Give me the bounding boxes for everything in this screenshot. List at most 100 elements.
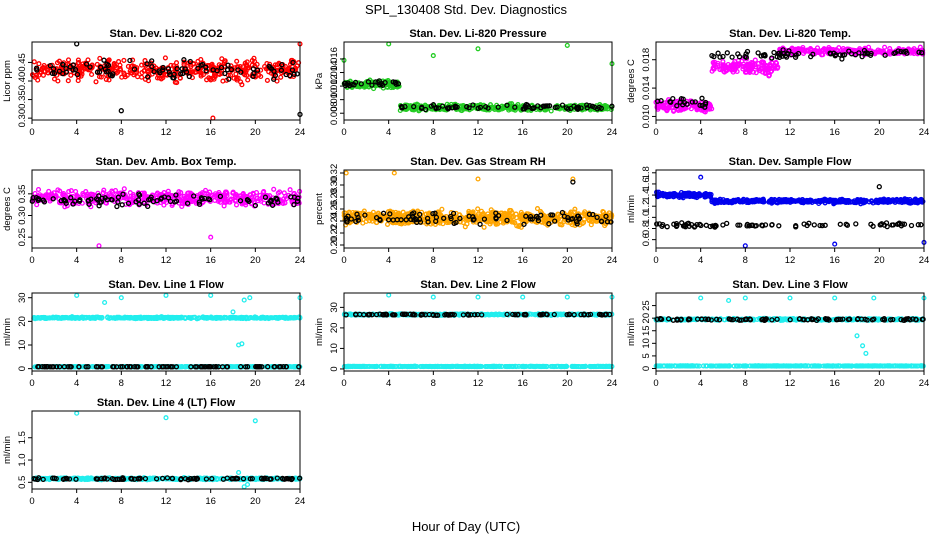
- y-axis-label: degrees C: [2, 187, 13, 231]
- x-tick-label: 8: [119, 378, 124, 389]
- data-point: [36, 78, 40, 82]
- data-point: [288, 188, 292, 192]
- data-point: [885, 221, 889, 225]
- data-point: [583, 217, 587, 221]
- panel-title: Stan. Dev. Line 1 Flow: [108, 279, 224, 291]
- x-tick-label: 12: [785, 127, 796, 138]
- data-point: [140, 63, 144, 67]
- y-axis-label: percent: [314, 193, 325, 225]
- x-tick-label: 4: [74, 378, 79, 389]
- data-point: [178, 76, 182, 80]
- data-point: [53, 77, 57, 81]
- data-point: [521, 295, 525, 299]
- data-point: [98, 57, 102, 61]
- panel-title: Stan. Dev. Li-820 CO2: [110, 28, 223, 40]
- data-point: [102, 58, 106, 62]
- data-point: [289, 195, 293, 199]
- data-point: [119, 296, 123, 300]
- x-tick-label: 0: [29, 127, 34, 138]
- panel-title: Stan. Dev. Line 2 Flow: [420, 279, 536, 291]
- data-point: [282, 191, 286, 195]
- plot-frame: [32, 170, 300, 248]
- data-point: [571, 180, 575, 184]
- data-point: [266, 79, 270, 83]
- data-point: [489, 208, 493, 212]
- data-point: [295, 72, 299, 76]
- data-point: [794, 225, 798, 229]
- data-point: [665, 225, 669, 229]
- data-points: [342, 42, 614, 113]
- data-point: [680, 221, 684, 225]
- figure-title: SPL_130408 Std. Dev. Diagnostics: [365, 2, 568, 17]
- y-tick-label: 0.45: [17, 53, 28, 72]
- y-tick-label: 0.25: [17, 228, 28, 247]
- data-point: [164, 294, 168, 298]
- x-tick-label: 24: [295, 255, 306, 266]
- data-points: [343, 293, 614, 368]
- data-point: [812, 223, 816, 227]
- data-point: [142, 201, 146, 205]
- y-axis-label: kPa: [314, 72, 325, 89]
- data-point: [854, 222, 858, 226]
- data-point: [234, 72, 238, 76]
- x-tick-label: 8: [119, 127, 124, 138]
- data-point: [209, 235, 213, 239]
- data-point: [235, 59, 239, 63]
- panel-title: Stan. Dev. Amb. Box Temp.: [96, 156, 237, 168]
- data-point: [838, 222, 842, 226]
- data-point: [764, 223, 768, 227]
- data-point: [118, 63, 122, 67]
- data-point: [770, 223, 774, 227]
- data-point: [736, 52, 740, 56]
- x-tick-label: 0: [341, 127, 346, 138]
- y-tick-label: 0.30: [17, 109, 28, 128]
- data-point: [476, 295, 480, 299]
- plot-frame: [656, 170, 924, 248]
- data-point: [97, 244, 101, 248]
- x-tick-label: 16: [517, 255, 528, 266]
- data-point: [860, 55, 864, 59]
- data-point: [67, 190, 71, 194]
- data-point: [431, 295, 435, 299]
- data-point: [209, 294, 213, 298]
- data-point: [292, 203, 296, 207]
- data-point: [910, 224, 914, 228]
- data-point: [126, 65, 130, 69]
- x-tick-label: 12: [473, 127, 484, 138]
- y-axis-label: ml/min: [626, 195, 637, 223]
- x-tick-label: 24: [295, 378, 306, 389]
- x-tick-label: 0: [341, 255, 346, 266]
- data-point: [246, 78, 250, 82]
- data-point: [104, 78, 108, 82]
- data-point: [883, 45, 887, 49]
- data-point: [94, 80, 98, 84]
- y-axis-label: degrees C: [626, 59, 637, 103]
- data-point: [252, 56, 256, 60]
- data-point: [344, 171, 348, 175]
- data-point: [476, 177, 480, 181]
- x-tick-label: 8: [431, 127, 436, 138]
- data-point: [97, 204, 101, 208]
- x-tick-label: 20: [250, 127, 261, 138]
- data-point: [234, 199, 238, 203]
- y-tick-label: 1.8: [641, 166, 652, 179]
- data-point: [64, 70, 68, 74]
- data-point: [757, 62, 761, 66]
- data-point: [387, 293, 391, 297]
- data-point: [248, 296, 252, 300]
- data-point: [77, 58, 81, 62]
- data-points: [655, 175, 926, 247]
- data-point: [869, 222, 873, 226]
- x-tick-label: 0: [653, 127, 658, 138]
- data-point: [820, 53, 824, 57]
- x-tick-label: 8: [743, 127, 748, 138]
- data-point: [392, 171, 396, 175]
- x-tick-label: 12: [473, 255, 484, 266]
- data-point: [838, 53, 842, 57]
- data-point: [164, 56, 168, 60]
- x-tick-label: 24: [607, 255, 618, 266]
- data-point: [386, 223, 390, 227]
- y-tick-label: 0.018: [641, 48, 652, 72]
- data-point: [120, 203, 124, 207]
